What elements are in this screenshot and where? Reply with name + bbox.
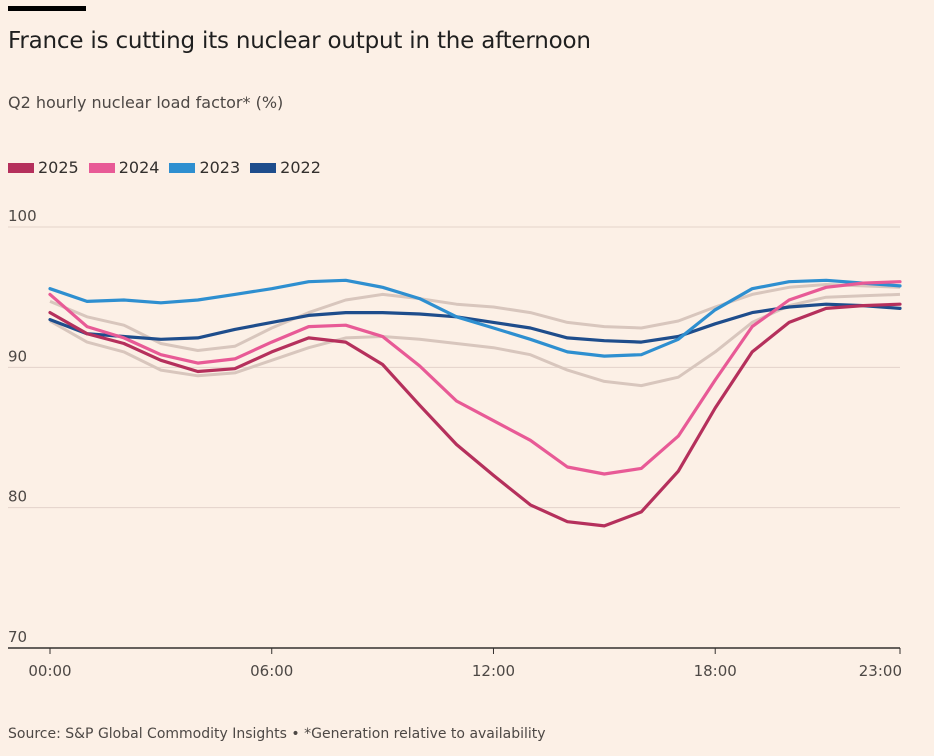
- x-tick-label: 18:00: [694, 662, 737, 680]
- legend-label-2022: 2022: [280, 158, 321, 177]
- series-line-2025: [48, 302, 902, 528]
- x-tick-label: 23:00: [859, 662, 902, 680]
- legend: 2025 2024 2023 2022: [8, 158, 321, 177]
- legend-label-2025: 2025: [38, 158, 79, 177]
- source-note: Source: S&P Global Commodity Insights • …: [8, 726, 546, 742]
- x-tick-label: 00:00: [28, 662, 71, 680]
- chart-title: France is cutting its nuclear output in …: [8, 28, 591, 54]
- legend-item-2023: 2023: [169, 158, 240, 177]
- legend-swatch-2023: [169, 162, 196, 173]
- brand-bar: [8, 6, 86, 11]
- legend-label-2024: 2024: [118, 158, 160, 177]
- legend-item-2025: 2025: [8, 158, 79, 177]
- x-tick-label: 06:00: [250, 662, 293, 680]
- legend-item-2024: 2024: [88, 158, 160, 177]
- series-line-other-year: [49, 292, 901, 388]
- series-line-other-year: [49, 283, 901, 352]
- legend-label-2023: 2023: [199, 158, 241, 177]
- legend-swatch-2024: [88, 162, 115, 173]
- x-tick-label: 12:00: [472, 662, 515, 680]
- legend-swatch-2025: [8, 162, 34, 173]
- legend-swatch-2022: [250, 162, 277, 173]
- chart-subtitle: Q2 hourly nuclear load factor* (%): [8, 93, 284, 112]
- y-tick-label: 90: [8, 347, 27, 365]
- series-line-2024: [48, 280, 902, 476]
- y-tick-label: 80: [8, 488, 27, 506]
- y-tick-label: 70: [8, 628, 27, 646]
- series-line-2023: [48, 278, 902, 358]
- legend-item-2022: 2022: [250, 158, 321, 177]
- series-line-2022: [48, 302, 902, 344]
- y-tick-label: 100: [8, 207, 37, 225]
